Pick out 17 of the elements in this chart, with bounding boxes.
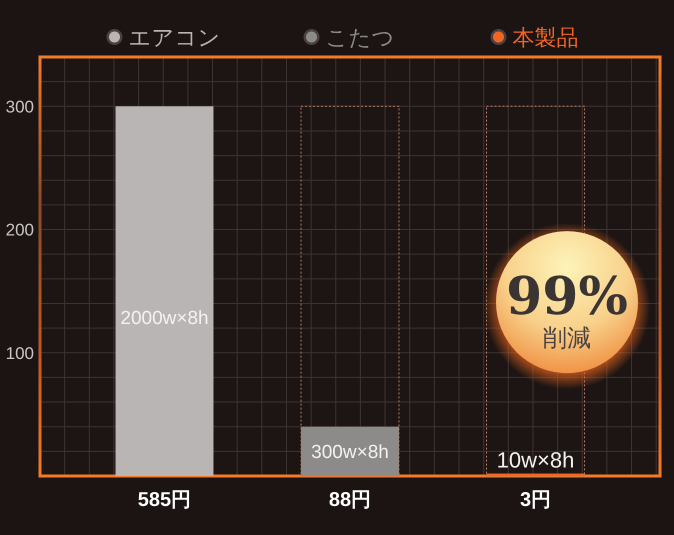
y-tick-label: 200: [6, 220, 34, 240]
annotation: 削減: [543, 325, 591, 352]
x-tick-label: 3円: [520, 489, 552, 511]
legend-label: エアコン: [128, 25, 220, 50]
legend-label: 本製品: [512, 25, 579, 50]
legend-label: こたつ: [326, 25, 394, 50]
y-tick-label: 300: [6, 97, 34, 116]
bar: [301, 426, 399, 476]
y-tick-label: 100: [6, 344, 34, 363]
bar: [300, 106, 400, 476]
annotation: 10w×8h: [496, 447, 574, 472]
bar: [116, 106, 214, 476]
annotation: 300w×8h: [311, 442, 389, 464]
annotation: 2000w×8h: [120, 308, 209, 329]
x-tick-label: 585円: [138, 489, 192, 511]
x-tick-label: 88円: [328, 489, 372, 511]
annotation: 99%: [506, 266, 628, 328]
